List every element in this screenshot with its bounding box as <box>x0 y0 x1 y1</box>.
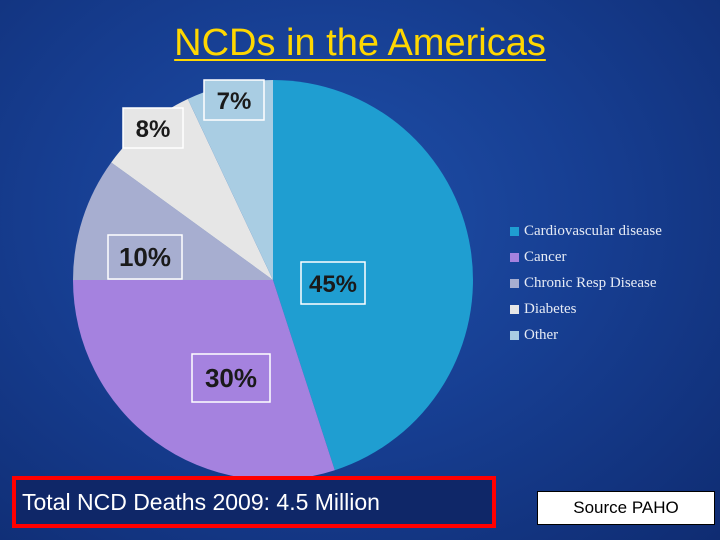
legend-item: Cardiovascular disease <box>510 218 662 244</box>
data-label-box <box>300 261 366 305</box>
total-deaths-box: Total NCD Deaths 2009: 4.5 Million <box>12 476 496 528</box>
data-label: 8% <box>136 116 171 143</box>
pie-slice <box>187 80 273 280</box>
legend-item: Chronic Resp Disease <box>510 270 662 296</box>
data-label-box <box>122 107 184 149</box>
data-label-box <box>203 79 265 121</box>
total-deaths-text: Total NCD Deaths 2009: 4.5 Million <box>16 480 492 524</box>
data-label-box <box>191 353 271 403</box>
legend-swatch <box>510 278 519 288</box>
legend-item: Diabetes <box>510 296 662 322</box>
legend-label: Other <box>524 326 559 343</box>
source-label: Source PAHO <box>537 491 715 525</box>
data-label-box <box>107 234 183 280</box>
legend-swatch <box>510 330 519 340</box>
legend-label: Cardiovascular disease <box>524 222 662 239</box>
chart-legend: Cardiovascular disease Cancer Chronic Resp… <box>510 218 662 348</box>
pie-slice <box>273 80 473 471</box>
legend-item: Other <box>510 322 662 348</box>
data-label: 7% <box>217 88 252 115</box>
legend-label: Diabetes <box>524 300 577 317</box>
data-label: 45% <box>309 271 357 298</box>
data-label: 10% <box>119 242 171 272</box>
legend-label: Chronic Resp Disease <box>524 274 657 291</box>
legend-swatch <box>510 252 519 262</box>
data-label: 30% <box>205 363 257 393</box>
slide-title: NCDs in the Americas <box>174 22 546 64</box>
legend-swatch <box>510 304 519 314</box>
legend-label: Cancer <box>524 248 567 265</box>
legend-item: Cancer <box>510 244 662 270</box>
legend-swatch <box>510 226 519 236</box>
